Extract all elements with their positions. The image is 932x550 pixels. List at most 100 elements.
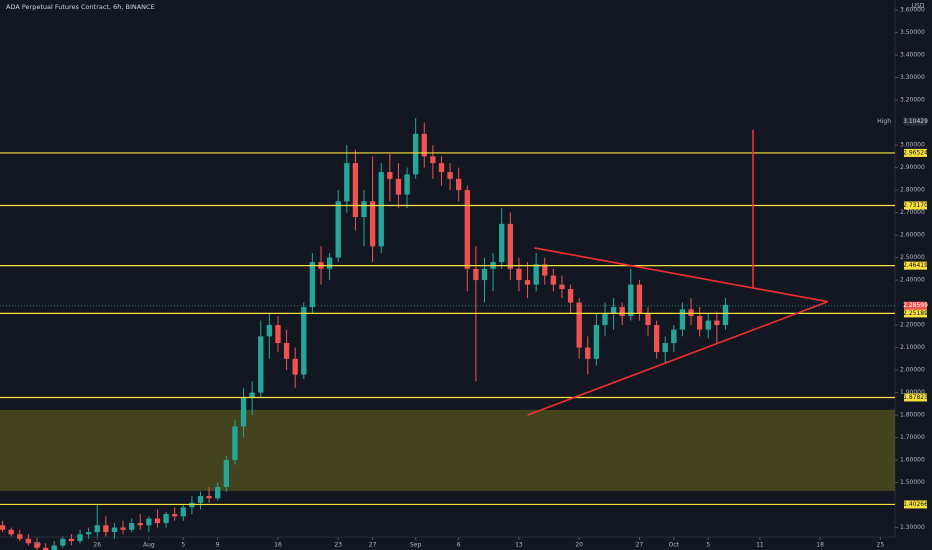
candle-body <box>146 518 152 526</box>
zone <box>0 409 895 491</box>
candle-body <box>0 525 6 530</box>
x-tick-label: 13 <box>515 542 523 549</box>
candle-body <box>516 268 522 281</box>
candle-body <box>292 358 298 375</box>
candle-body <box>163 514 169 524</box>
candle-body <box>344 163 350 202</box>
y-tick-label: 1.60000 <box>900 457 925 464</box>
candle-body <box>335 201 341 258</box>
candle-body <box>602 313 608 326</box>
candle-body <box>34 543 40 548</box>
candle-body <box>447 172 453 179</box>
candle-body <box>481 268 488 281</box>
candle-body <box>326 257 333 269</box>
candle-body <box>395 178 402 195</box>
x-tick-label: 20 <box>575 542 583 549</box>
candle-body <box>42 547 49 550</box>
x-tick-label: 23 <box>334 542 342 549</box>
level-label-box <box>904 309 927 318</box>
candle-body <box>533 264 539 285</box>
candle-body <box>722 304 729 326</box>
high-label: High <box>877 118 891 125</box>
candle-body <box>499 223 505 263</box>
candle-body <box>671 329 677 344</box>
candle-body <box>404 174 410 195</box>
candle-body <box>438 163 445 173</box>
candle-body <box>576 302 582 348</box>
y-tick-label: 3.50000 <box>900 29 925 36</box>
candle-body <box>301 307 307 375</box>
x-tick-label: 5 <box>181 542 185 549</box>
candle-body <box>258 336 264 393</box>
level-label: 2.25189 <box>903 310 928 317</box>
y-tick-label: 1.50000 <box>900 479 925 486</box>
x-tick-label: Aug <box>143 542 155 549</box>
y-tick-label: 3.60000 <box>900 7 925 14</box>
level-label: 1.40266 <box>903 501 928 508</box>
candle-body <box>129 523 135 530</box>
y-tick-label: 2.60000 <box>900 232 925 239</box>
candle-body <box>593 325 600 359</box>
candle-body <box>85 532 92 535</box>
y-tick-label: 2.10000 <box>900 344 925 351</box>
level-label: 1.87823 <box>903 394 928 401</box>
y-tick-label: 3.00000 <box>900 142 925 149</box>
y-tick-label: 3.40000 <box>900 52 925 59</box>
level-label-box <box>904 393 927 402</box>
level-label-box <box>904 148 927 157</box>
y-tick-label: 3.30000 <box>900 74 925 81</box>
candle-body <box>266 325 273 337</box>
candle-body <box>645 313 651 326</box>
y-tick-label: 2.50000 <box>900 254 925 261</box>
candle-body <box>197 496 204 503</box>
candle-body <box>369 201 376 247</box>
candle-body <box>94 525 100 533</box>
y-tick-label: 1.70000 <box>900 434 925 441</box>
y-tick-label: 2.70000 <box>900 209 925 216</box>
high-value: 3.10429 <box>903 118 928 125</box>
x-tick-label: 27 <box>636 542 644 549</box>
y-tick-label: 1.30000 <box>900 524 925 531</box>
last-price-box <box>904 301 927 310</box>
candle-body <box>456 178 462 191</box>
x-tick-label: 9 <box>216 542 220 549</box>
level-label-box <box>904 500 927 509</box>
candle-body <box>430 156 436 164</box>
y-tick-label: 3.20000 <box>900 97 925 104</box>
candle-body <box>137 523 143 526</box>
x-tick-label: 27 <box>369 542 377 549</box>
candle-body <box>473 268 479 281</box>
candle-body <box>464 190 470 269</box>
trendline <box>534 247 829 303</box>
candle-body <box>17 534 23 539</box>
level-label: 2.46419 <box>903 262 928 269</box>
candle-body <box>51 545 57 550</box>
level-label: 2.96524 <box>903 149 928 156</box>
x-tick-label: 5 <box>706 542 710 549</box>
x-tick-label: Sep <box>410 542 422 549</box>
candle-body <box>249 392 255 398</box>
candle-body <box>412 133 419 175</box>
candle-body <box>507 223 513 269</box>
y-tick-label: 2.80000 <box>900 187 925 194</box>
candle-body <box>352 163 359 218</box>
candle-body <box>636 284 643 314</box>
candle-body <box>421 133 427 157</box>
candle-body <box>283 343 290 359</box>
candle-body <box>550 275 557 285</box>
candle-body <box>77 534 83 542</box>
candle-body <box>688 309 694 317</box>
candle-body <box>240 397 247 427</box>
currency: USD <box>912 3 925 10</box>
candle-body <box>378 172 384 247</box>
y-tick-label: 1.90000 <box>900 389 925 396</box>
candle-body <box>361 201 367 218</box>
candle-body <box>696 316 703 330</box>
candle-body <box>653 325 660 353</box>
candle-body <box>585 347 591 359</box>
candle-body <box>705 320 711 330</box>
x-tick-label: 16 <box>274 542 282 549</box>
last-price: 2.28599 <box>903 302 928 309</box>
candle-body <box>111 527 118 533</box>
